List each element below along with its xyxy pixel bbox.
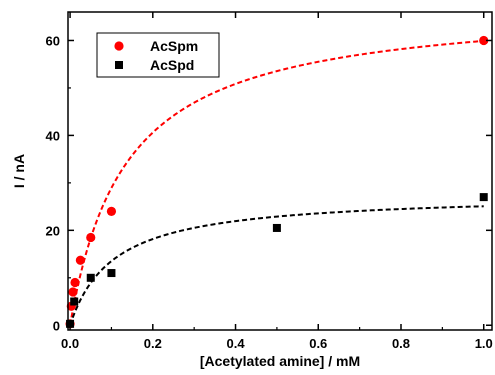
legend-label-acspm: AcSpm (150, 38, 198, 54)
y-tick-label: 0 (53, 318, 60, 333)
x-tick-label: 0.0 (61, 336, 79, 351)
data-point-acspd (107, 269, 116, 278)
y-axis-ticks: 0 20 40 60 (46, 33, 492, 333)
legend-box (96, 32, 220, 78)
data-point-acspm (68, 287, 78, 297)
x-tick-label: 0.8 (392, 336, 410, 351)
legend-items: AcSpm AcSpd (114, 38, 198, 73)
x-tick-label: 0.6 (309, 336, 327, 351)
x-tick-label: 0.4 (226, 336, 245, 351)
x-axis-ticks: 0.0 0.2 0.4 0.6 0.8 1.0 (61, 12, 493, 351)
y-axis-title: I / nA (11, 154, 27, 188)
legend: AcSpm AcSpd (96, 32, 220, 78)
x-axis-title: [Acetylated amine] / mM (200, 353, 360, 369)
data-point-acspd (86, 273, 95, 282)
fit-curve-acspd (69, 205, 484, 326)
y-tick-label: 20 (46, 223, 60, 238)
legend-marker-acspd (115, 61, 123, 69)
data-point-acspd (272, 223, 281, 232)
data-point-acspm (70, 277, 80, 288)
x-tick-label: 0.2 (144, 336, 162, 351)
data-point-acspd (70, 297, 79, 306)
data-point-acspd (479, 193, 488, 202)
data-point-acspm (479, 35, 489, 46)
data-point-acspm (86, 232, 96, 243)
plot-region (65, 35, 489, 329)
data-markers (65, 35, 489, 329)
legend-marker-acspm (114, 41, 124, 51)
y-tick-label: 40 (46, 128, 60, 143)
data-point-acspd (66, 319, 75, 328)
y-tick-label: 60 (46, 33, 60, 48)
data-point-acspm (106, 206, 117, 216)
plot-frame (67, 11, 493, 331)
fit-curve-acspm (69, 39, 484, 326)
x-tick-label: 1.0 (475, 336, 493, 351)
legend-label-acspd: AcSpd (150, 57, 194, 73)
data-point-acspm (75, 255, 86, 265)
fit-curves (69, 39, 484, 326)
